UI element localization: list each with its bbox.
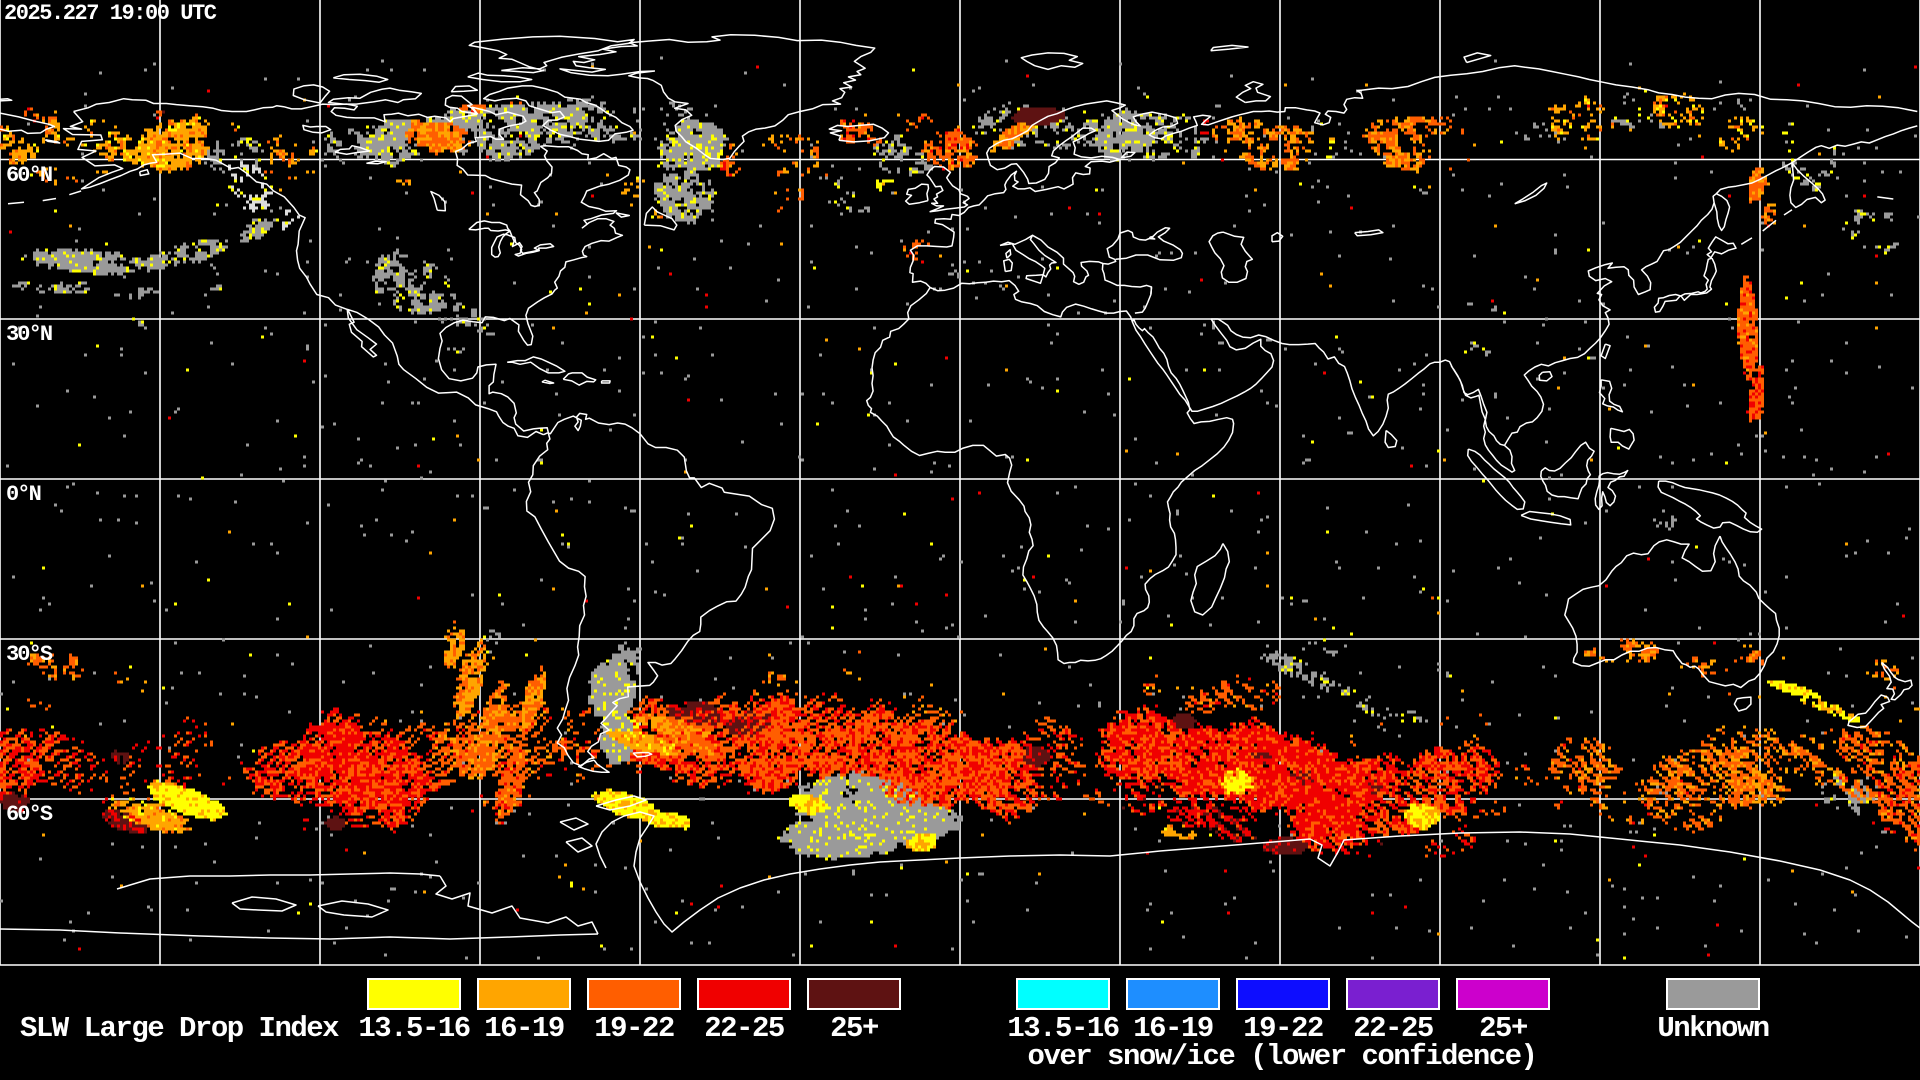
svg-text:25+: 25+: [1479, 1012, 1527, 1045]
svg-text:25+: 25+: [830, 1012, 878, 1045]
svg-text:13.5-16: 13.5-16: [1007, 1012, 1118, 1045]
svg-text:22-25: 22-25: [704, 1012, 784, 1045]
svg-text:30°N: 30°N: [6, 322, 52, 347]
svg-text:SLW Large Drop Index: SLW Large Drop Index: [20, 1012, 339, 1045]
svg-text:13.5-16: 13.5-16: [358, 1012, 469, 1045]
svg-text:0°N: 0°N: [6, 482, 41, 507]
svg-text:60°N: 60°N: [6, 163, 52, 188]
svg-text:over snow/ice (lower confidenc: over snow/ice (lower confidence): [1028, 1040, 1537, 1073]
svg-text:16-19: 16-19: [484, 1012, 564, 1045]
svg-text:Unknown: Unknown: [1657, 1012, 1768, 1045]
svg-text:2025.227 19:00 UTC: 2025.227 19:00 UTC: [4, 1, 217, 26]
svg-text:22-25: 22-25: [1353, 1012, 1433, 1045]
svg-text:19-22: 19-22: [594, 1012, 674, 1045]
svg-text:30°S: 30°S: [6, 642, 53, 667]
svg-text:19-22: 19-22: [1243, 1012, 1323, 1045]
svg-text:60°S: 60°S: [6, 802, 53, 827]
svg-text:16-19: 16-19: [1133, 1012, 1213, 1045]
